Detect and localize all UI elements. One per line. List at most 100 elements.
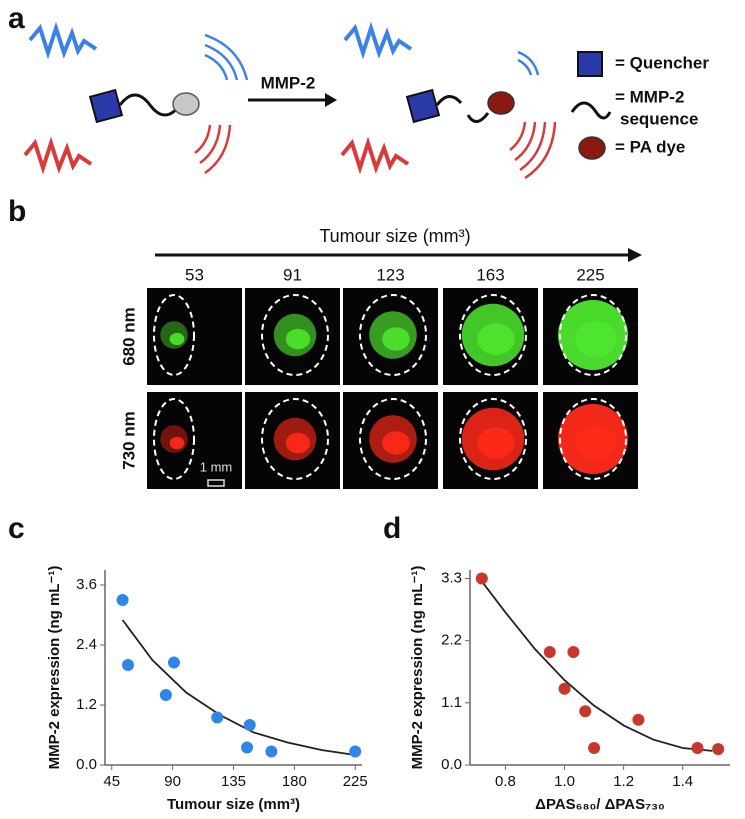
roi [261, 398, 329, 480]
signal-core [477, 323, 515, 355]
light-wave [28, 21, 98, 60]
y-tick-label: 3.6 [76, 576, 97, 593]
roi [559, 398, 627, 480]
x-tick-label: 225 [343, 773, 368, 790]
y-tick-label: 2.4 [76, 636, 97, 653]
point [159, 689, 172, 701]
point [588, 742, 601, 755]
legend-quencher [577, 51, 603, 77]
signal-core [477, 427, 515, 459]
point [121, 659, 134, 671]
roi [359, 398, 427, 480]
roi [153, 398, 195, 480]
scale-bar [207, 479, 225, 487]
point [632, 713, 645, 726]
x-tick-label: 45 [103, 773, 120, 790]
signal-core [285, 328, 311, 350]
x-tick-label: 90 [164, 773, 181, 790]
point [712, 743, 725, 756]
peptide [118, 93, 182, 117]
panel-label: b [8, 195, 26, 228]
signal-core [382, 327, 410, 351]
signal-core [169, 332, 185, 346]
signal-core [575, 321, 617, 357]
image-grid: 53 91 123 163 225 680 nm 730 nm 1 mm [119, 265, 638, 489]
axis-title: Tumour size (mm³) [319, 226, 470, 246]
panel-label: a [8, 2, 25, 35]
fit-line [121, 619, 356, 756]
legend-peptide [570, 101, 612, 120]
y-tick-label: 2.2 [441, 632, 462, 649]
panel-label: c [8, 512, 25, 545]
point [241, 741, 254, 754]
roi [459, 398, 527, 480]
y-tick-label: 1.2 [76, 696, 97, 713]
signal-core [575, 425, 617, 461]
roi [261, 294, 329, 376]
panel-label: d [383, 512, 401, 545]
x-tick-label: 1.0 [554, 773, 575, 790]
y-axis-title: MMP-2 expression (ng mL⁻¹) [46, 566, 63, 770]
point [567, 645, 580, 658]
legend-text: = MMP-2 [615, 87, 684, 106]
size-label: 225 [576, 265, 604, 284]
light-wave [23, 136, 93, 175]
y-tick-label: 0.0 [76, 756, 97, 773]
point [167, 656, 180, 669]
point [558, 682, 571, 695]
signal [517, 50, 540, 76]
point [579, 705, 592, 718]
light-wave [340, 136, 410, 175]
signal [204, 33, 249, 81]
light-wave [343, 21, 413, 60]
arrow-head [325, 93, 337, 107]
size-label: 53 [185, 265, 204, 284]
y-tick-label: 0.0 [441, 756, 462, 773]
quencher [405, 88, 441, 124]
size-label: 91 [283, 265, 302, 284]
quencher [88, 88, 124, 124]
fit-line [481, 580, 713, 752]
roi [459, 294, 527, 376]
peptide-cut [466, 112, 490, 123]
scale-label: 1 mm [200, 459, 233, 474]
x-tick-label: 135 [221, 773, 246, 790]
roi [559, 294, 627, 376]
legend-text: sequence [620, 109, 698, 128]
signal [509, 121, 557, 180]
y-tick-label: 1.1 [441, 694, 462, 711]
roi [359, 294, 427, 376]
point [211, 711, 224, 724]
arrow-head [628, 248, 642, 262]
x-tick-label: 1.4 [672, 773, 693, 790]
signal [194, 124, 232, 175]
point [543, 645, 556, 658]
point [475, 572, 488, 585]
x-axis-title: ΔPAS₆₈₀/ ΔPAS₇₃₀ [535, 796, 665, 813]
arrow-label: MMP-2 [261, 73, 316, 92]
legend-text: = PA dye [615, 137, 685, 156]
row-label: 730 nm [119, 411, 138, 470]
point [265, 745, 278, 758]
pa-dye [487, 91, 515, 115]
size-label: 163 [476, 265, 504, 284]
legend-text: = Quencher [615, 53, 709, 72]
point [116, 594, 129, 606]
signal-core [285, 432, 311, 454]
x-axis-title: Tumour size (mm³) [167, 796, 300, 813]
signal-core [382, 431, 410, 455]
roi [153, 294, 195, 376]
y-tick-label: 3.3 [441, 569, 462, 586]
row-label: 680 nm [119, 307, 138, 366]
point [243, 719, 256, 731]
point [691, 742, 704, 755]
x-tick-label: 1.2 [613, 773, 634, 790]
y-axis-title: MMP-2 expression (ng mL⁻¹) [409, 566, 426, 770]
x-tick-label: 180 [282, 773, 307, 790]
legend-dye [578, 136, 606, 160]
dye-quenched [172, 92, 200, 116]
size-label: 123 [376, 265, 404, 284]
point [349, 745, 362, 758]
peptide-cut [435, 95, 463, 106]
